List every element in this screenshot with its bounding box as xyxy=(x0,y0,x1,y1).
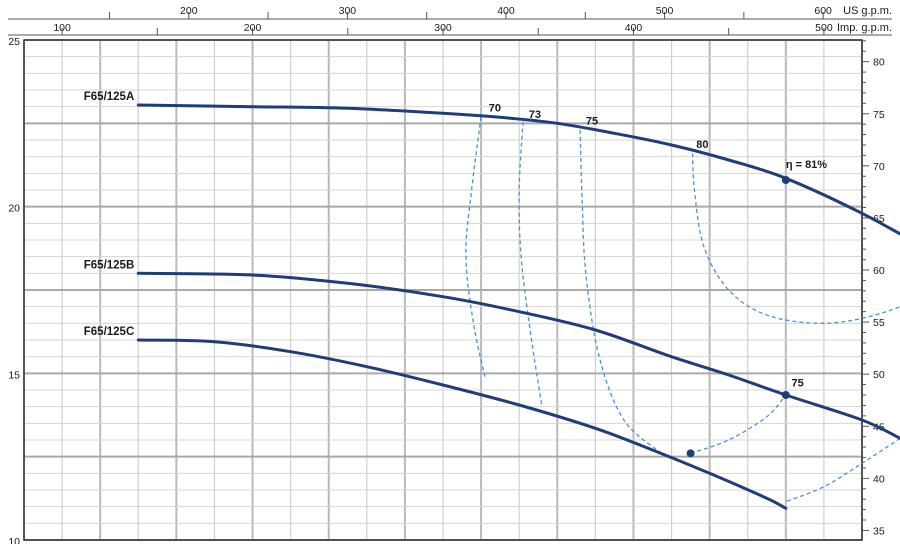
series-label: F65/125B xyxy=(84,259,135,271)
plot-frame xyxy=(23,39,863,541)
efficiency-curve xyxy=(579,129,665,456)
efficiency-label: η = 81% xyxy=(786,159,827,171)
series-line xyxy=(136,103,900,236)
efficiency-label: 75 xyxy=(792,377,804,389)
right-axis-tick-label: 80 xyxy=(873,57,885,69)
left-axis-tick-label: 10 xyxy=(8,536,20,544)
right-axis-tick-label: 55 xyxy=(873,317,885,329)
series-label: F65/125A xyxy=(84,91,135,103)
imp-gpm-axis-label: Imp. g.p.m. xyxy=(837,22,892,34)
us-gpm-tick-label: 300 xyxy=(339,5,357,17)
series-line xyxy=(136,271,900,440)
right-axis-tick-label: 50 xyxy=(873,369,885,381)
efficiency-label: 75 xyxy=(586,116,598,128)
efficiency-curve xyxy=(691,153,900,324)
efficiency-label: 70 xyxy=(489,102,501,114)
right-axis-tick-label: 75 xyxy=(873,109,885,121)
efficiency-point-marker xyxy=(781,391,790,399)
efficiency-point-marker xyxy=(781,176,790,184)
series-label: F65/125C xyxy=(84,326,135,338)
efficiency-curve xyxy=(785,437,900,503)
imp-gpm-tick-label: 100 xyxy=(53,22,71,34)
efficiency-curve xyxy=(518,121,543,407)
right-axis-tick-label: 70 xyxy=(873,161,885,173)
imp-gpm-tick-label: 300 xyxy=(434,22,452,34)
left-axis-tick-label: 15 xyxy=(8,369,20,381)
left-axis-tick-label: 25 xyxy=(8,36,20,48)
right-axis-tick-label: 40 xyxy=(873,473,885,485)
us-gpm-tick-label: 600 xyxy=(814,5,832,17)
us-gpm-tick-label: 400 xyxy=(497,5,515,17)
us-gpm-tick-label: 200 xyxy=(180,5,198,17)
series-line xyxy=(136,338,788,510)
us-gpm-axis-label: US g.p.m. xyxy=(843,5,892,17)
right-axis-tick-label: 65 xyxy=(873,213,885,225)
efficiency-curve xyxy=(465,116,486,377)
imp-gpm-tick-label: 400 xyxy=(625,22,643,34)
imp-gpm-tick-label: 500 xyxy=(815,22,833,34)
efficiency-label: 80 xyxy=(696,139,708,151)
efficiency-label: 73 xyxy=(529,109,541,121)
left-axis-tick-label: 20 xyxy=(8,203,20,215)
efficiency-curve xyxy=(690,394,787,454)
us-gpm-tick-label: 500 xyxy=(656,5,674,17)
imp-gpm-tick-label: 200 xyxy=(244,22,262,34)
efficiency-point-marker xyxy=(686,449,695,458)
right-axis-tick-label: 60 xyxy=(873,265,885,277)
right-axis-tick-label: 35 xyxy=(873,525,885,537)
